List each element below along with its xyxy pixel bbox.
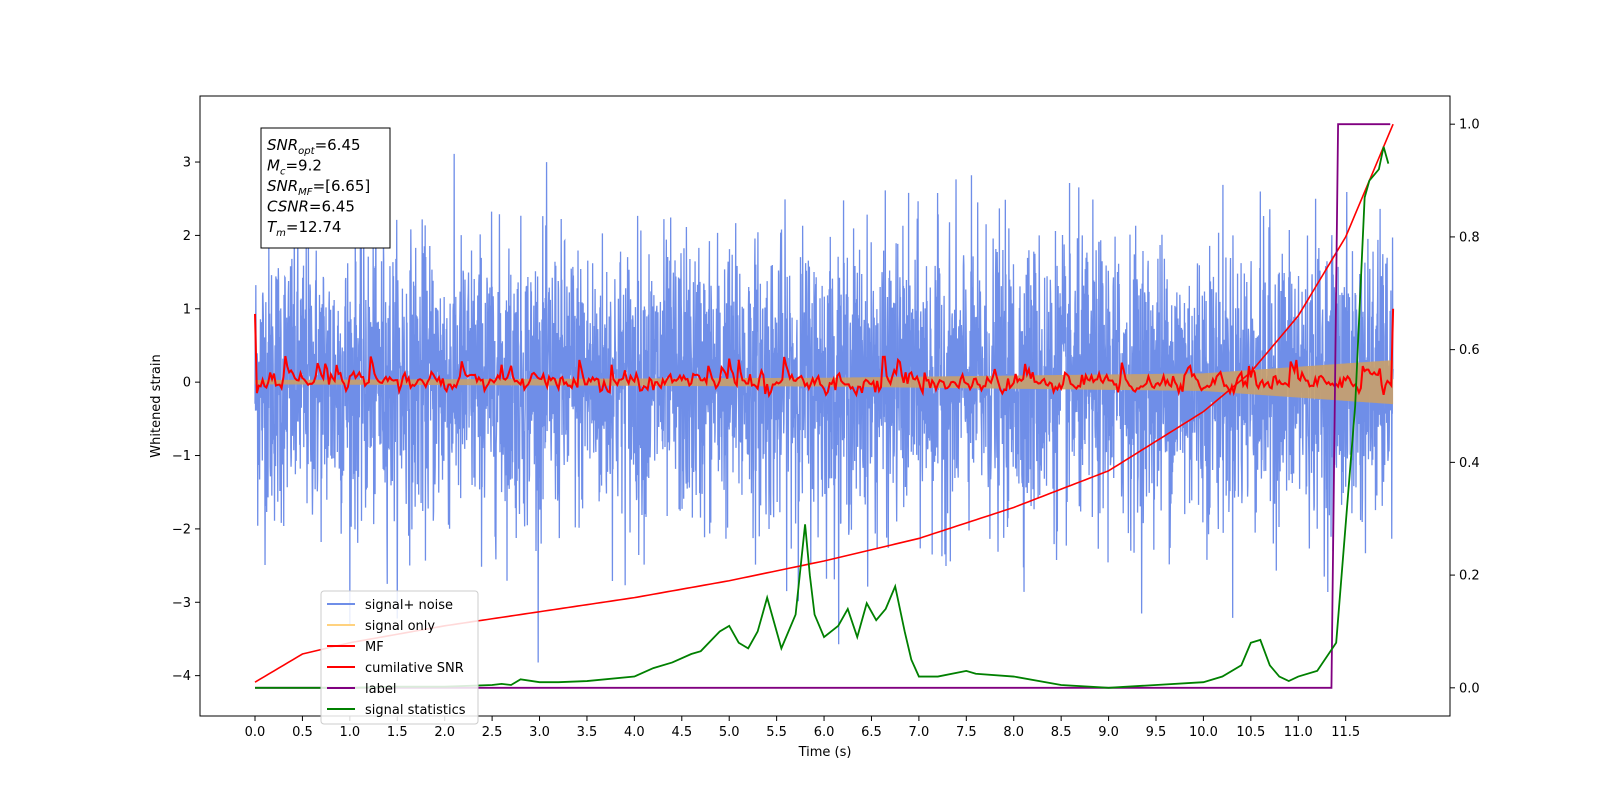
x-tick-label: 6.0 (814, 725, 835, 740)
x-tick-label: 7.0 (909, 725, 930, 740)
y-tick-label: 3 (183, 156, 191, 171)
x-tick-label: 5.0 (719, 725, 740, 740)
series-label (255, 123, 1391, 689)
x-tick-label: 1.0 (340, 725, 361, 740)
legend: signal+ noise signal only MF cumilative SNR… (320, 590, 479, 725)
y2-tick-label: 1.0 (1459, 118, 1480, 133)
y-tick-label: 0 (183, 376, 191, 391)
x-tick-label: 4.0 (624, 725, 645, 740)
x-tick-label: 9.0 (1098, 725, 1119, 740)
annotation-line: Tm=12.74 (267, 218, 341, 239)
x-tick-label: 6.5 (861, 725, 882, 740)
series-signal-statistics (255, 146, 1390, 689)
y2-tick-label: 0.4 (1459, 456, 1480, 471)
y-axis-label: Whitened strain (149, 354, 164, 457)
series-signal-only (255, 360, 1394, 405)
y-tick-label: −3 (172, 596, 191, 611)
y2-tick-label: 0.6 (1459, 343, 1480, 358)
legend-label: MF (365, 640, 384, 655)
x-tick-label: 9.5 (1146, 725, 1167, 740)
x-axis-label: Time (s) (798, 745, 852, 760)
y2-tick-label: 0.0 (1459, 681, 1480, 696)
annotation-line: Mc=9.2 (267, 157, 322, 178)
y-tick-label: 1 (183, 302, 191, 317)
y2-tick-label: 0.8 (1459, 230, 1480, 245)
annotation-line: SNRopt=6.45 (267, 136, 361, 157)
y-tick-label: −1 (172, 449, 191, 464)
x-tick-label: 8.0 (1003, 725, 1024, 740)
x-tick-label: 2.5 (482, 725, 503, 740)
x-tick-label: 0.5 (292, 725, 313, 740)
annotation-line: SNRMF=[6.65] (267, 177, 370, 198)
legend-label: label (365, 682, 396, 697)
y-tick-label: 2 (183, 229, 191, 244)
x-axis: 0.0 0.5 1.0 1.5 2.0 2.5 3.0 3.5 4.0 4.5 5.0 5.5 6.0 6… (245, 716, 1360, 740)
x-tick-label: 5.5 (766, 725, 787, 740)
y-tick-label: −4 (172, 669, 191, 684)
legend-frame (320, 590, 479, 725)
x-tick-label: 10.5 (1236, 725, 1265, 740)
legend-label: signal statistics (365, 703, 466, 718)
series-mf (254, 308, 1395, 399)
annotation-line: CSNR=6.45 (267, 198, 355, 216)
x-tick-label: 3.0 (529, 725, 550, 740)
y-axis-left: −4 −3 −2 −1 0 1 2 3 (172, 156, 200, 684)
legend-label: cumilative SNR (365, 661, 464, 676)
x-tick-label: 8.5 (1051, 725, 1072, 740)
y-axis-right: 0.0 0.2 0.4 0.6 0.8 1.0 (1450, 118, 1480, 696)
plot-frame (199, 95, 1451, 717)
x-tick-label: 2.0 (434, 725, 455, 740)
x-tick-label: 11.0 (1284, 725, 1313, 740)
y-tick-label: −2 (172, 522, 191, 537)
y2-tick-label: 0.2 (1459, 569, 1480, 584)
x-tick-label: 1.5 (387, 725, 408, 740)
x-tick-label: 11.5 (1331, 725, 1360, 740)
legend-label: signal+ noise (365, 598, 453, 613)
x-tick-label: 3.5 (577, 725, 598, 740)
x-tick-label: 7.5 (956, 725, 977, 740)
x-tick-label: 4.5 (671, 725, 692, 740)
legend-label: signal only (365, 619, 435, 634)
x-tick-label: 10.0 (1189, 725, 1218, 740)
x-tick-label: 0.0 (245, 725, 266, 740)
